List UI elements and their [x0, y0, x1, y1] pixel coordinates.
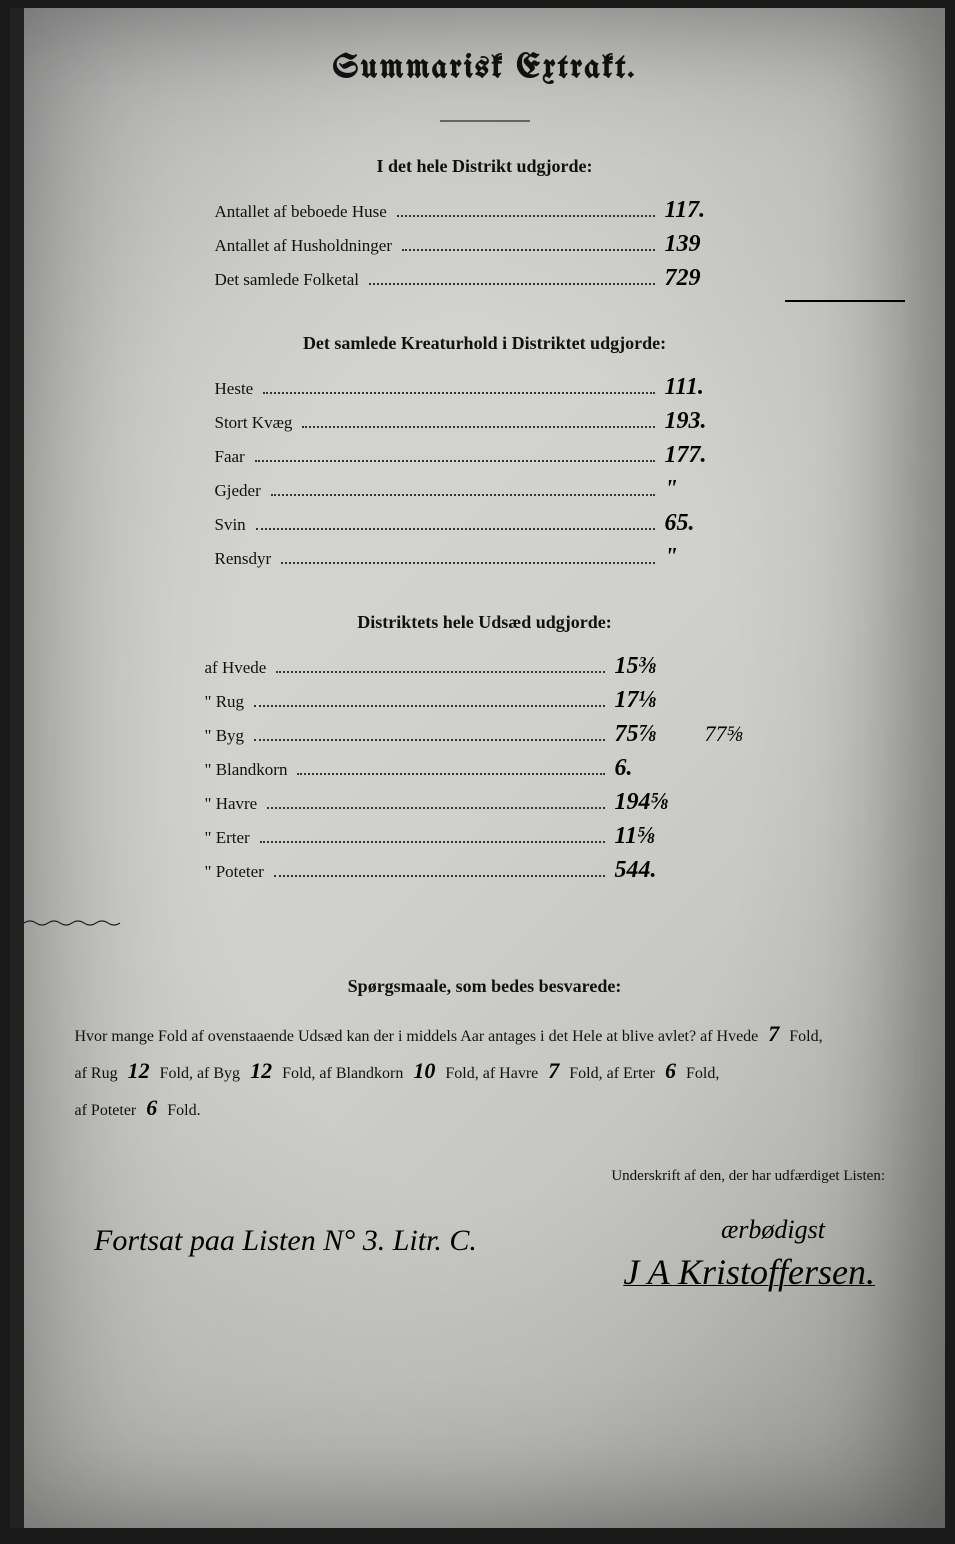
stroke-mark: [785, 300, 905, 302]
q-fold: 7: [542, 1058, 565, 1083]
leader-dots: [402, 249, 654, 251]
row-population: Det samlede Folketal 729: [215, 265, 755, 299]
label: Antallet af beboede Huse: [215, 202, 387, 222]
value: 177.: [665, 442, 755, 469]
leader-dots: [260, 841, 605, 843]
leader-dots: [254, 739, 604, 741]
q-fold: 7: [762, 1021, 785, 1046]
q-fold: 12: [122, 1058, 156, 1083]
row-mixedgrain: " Blandkorn 6.: [205, 755, 765, 789]
q-fold: 6: [140, 1095, 163, 1120]
value: ": [665, 476, 755, 503]
value: 111.: [665, 374, 755, 401]
q-crop: af Poteter: [75, 1102, 137, 1119]
q-fold: 6: [659, 1058, 682, 1083]
q-crop: Fold, af Byg: [160, 1065, 240, 1082]
section3-heading: Distriktets hele Udsæd udgjorde:: [24, 612, 945, 633]
row-wheat: af Hvede 15⅜: [205, 653, 765, 687]
leader-dots: [263, 392, 654, 394]
questions-heading: Spørgsmaale, som bedes besvarede:: [24, 976, 945, 997]
continuation-note: Fortsat paa Listen N° 3. Litr. C.: [94, 1224, 477, 1258]
label: Heste: [215, 379, 254, 399]
value: 117.: [665, 197, 755, 224]
leader-dots: [255, 460, 655, 462]
label: Stort Kvæg: [215, 413, 293, 433]
q-crop: af Rug: [75, 1065, 118, 1082]
value: 193.: [665, 408, 755, 435]
row-potatoes: " Poteter 544.: [205, 857, 765, 891]
label: " Blandkorn: [205, 760, 288, 780]
leader-dots: [397, 215, 655, 217]
label: " Erter: [205, 828, 250, 848]
row-reindeer: Rensdyr ": [215, 544, 755, 578]
q-tail: Fold,: [789, 1028, 822, 1045]
label: af Hvede: [205, 658, 267, 678]
row-households: Antallet af Husholdninger 139: [215, 231, 755, 265]
leader-dots: [271, 494, 655, 496]
signature-instruction: Underskrift af den, der har udfærdiget L…: [24, 1168, 885, 1185]
leader-dots: [267, 807, 604, 809]
wavy-rule-icon: [24, 919, 124, 927]
value: 15⅜: [615, 653, 705, 680]
label: " Havre: [205, 794, 258, 814]
value: 194⅝: [615, 789, 705, 816]
section2-heading: Det samlede Kreaturhold i Distriktet udg…: [24, 333, 945, 354]
q-crop: Fold, af Havre: [445, 1065, 538, 1082]
leader-dots: [274, 875, 605, 877]
q-tail: Fold,: [686, 1065, 719, 1082]
row-oats: " Havre 194⅝: [205, 789, 765, 823]
value: 17⅛: [615, 687, 705, 714]
label: Rensdyr: [215, 549, 272, 569]
value: 544.: [615, 857, 705, 884]
document-page: Summarisk Extrakt. I det hele Distrikt u…: [10, 8, 945, 1528]
q-fold: 10: [407, 1058, 441, 1083]
row-goats: Gjeder ": [215, 476, 755, 510]
q-crop: Fold, af Blandkorn: [282, 1065, 403, 1082]
label: " Poteter: [205, 862, 264, 882]
row-houses: Antallet af beboede Huse 117.: [215, 197, 755, 231]
leader-dots: [281, 562, 654, 564]
q-crop: af Hvede: [700, 1028, 758, 1045]
leader-dots: [302, 426, 654, 428]
value2: 77⅝: [705, 721, 765, 747]
label: Gjeder: [215, 481, 261, 501]
questions-body: Hvor mange Fold af ovenstaaende Udsæd ka…: [75, 1017, 895, 1128]
page-title: Summarisk Extrakt.: [24, 8, 945, 86]
label: Antallet af Husholdninger: [215, 236, 393, 256]
ornamental-rule: [440, 120, 530, 122]
section3-rows: af Hvede 15⅜ " Rug 17⅛ " Byg 75⅞ 77⅝ " B…: [205, 653, 765, 891]
label: Det samlede Folketal: [215, 270, 359, 290]
row-peas: " Erter 11⅝: [205, 823, 765, 857]
questions-lead: Hvor mange Fold af ovenstaaende Udsæd ka…: [75, 1028, 697, 1045]
label: " Byg: [205, 726, 245, 746]
q-tail2: Fold.: [167, 1102, 200, 1119]
row-cattle: Stort Kvæg 193.: [215, 408, 755, 442]
label: " Rug: [205, 692, 245, 712]
value: 75⅞: [615, 721, 705, 748]
row-horses: Heste 111.: [215, 374, 755, 408]
q-crop: Fold, af Erter: [569, 1065, 655, 1082]
value: ": [665, 544, 755, 571]
leader-dots: [369, 283, 655, 285]
leader-dots: [297, 773, 604, 775]
value: 139: [665, 231, 755, 258]
section1-rows: Antallet af beboede Huse 117. Antallet a…: [215, 197, 755, 299]
label: Faar: [215, 447, 245, 467]
value: 11⅝: [615, 823, 705, 850]
value: 6.: [615, 755, 705, 782]
row-barley: " Byg 75⅞ 77⅝: [205, 721, 765, 755]
label: Svin: [215, 515, 246, 535]
section1-heading: I det hele Distrikt udgjorde:: [24, 156, 945, 177]
section2-rows: Heste 111. Stort Kvæg 193. Faar 177. Gje…: [215, 374, 755, 578]
row-swine: Svin 65.: [215, 510, 755, 544]
value: 65.: [665, 510, 755, 537]
row-rye: " Rug 17⅛: [205, 687, 765, 721]
leader-dots: [256, 528, 655, 530]
leader-dots: [254, 705, 604, 707]
leader-dots: [276, 671, 604, 673]
value: 729: [665, 265, 755, 292]
q-fold: 12: [244, 1058, 278, 1083]
row-sheep: Faar 177.: [215, 442, 755, 476]
